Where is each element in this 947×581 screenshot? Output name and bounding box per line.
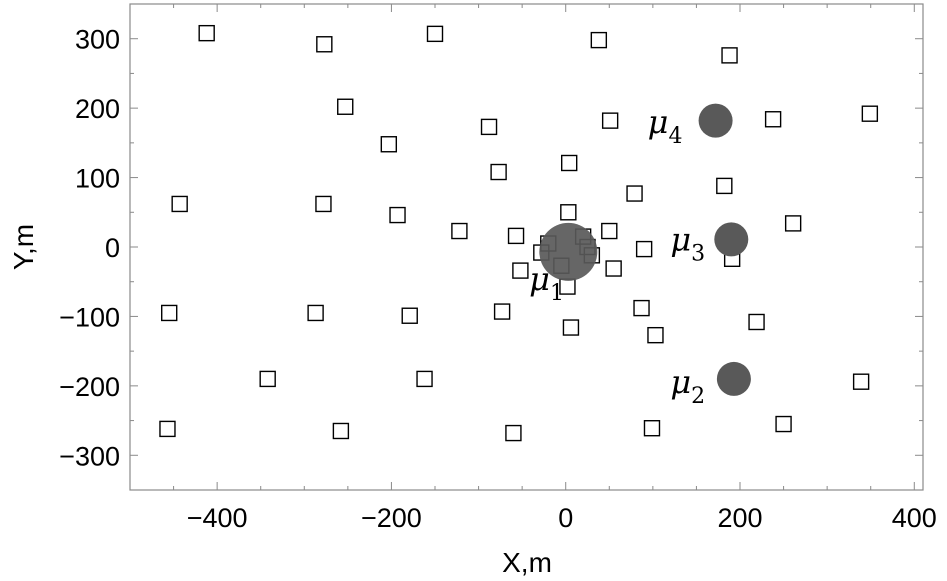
sensor-square-marker <box>647 326 664 344</box>
y-tick-label: −100 <box>59 302 120 332</box>
sensor-square-marker <box>493 303 511 320</box>
centroid-circle-marker <box>698 103 733 138</box>
y-tick-label: 300 <box>75 25 120 55</box>
sensor-square-marker <box>490 163 507 181</box>
sensor-square-marker <box>601 222 618 240</box>
sensor-square-marker <box>633 299 650 317</box>
x-tick-label: 0 <box>558 503 573 533</box>
sensor-square-marker <box>426 25 444 43</box>
centroid-label: μ3 <box>670 220 705 266</box>
sensor-square-marker <box>161 304 178 322</box>
sensor-square-marker <box>601 112 619 129</box>
sensor-square-marker <box>775 415 792 433</box>
centroid-circle-marker <box>714 222 749 257</box>
sensor-square-marker <box>748 313 765 331</box>
y-tick-label: −300 <box>59 441 120 471</box>
sensor-square-marker <box>764 111 782 128</box>
sensor-square-marker <box>159 420 176 438</box>
sensor-square-marker <box>562 319 580 336</box>
sensor-square-marker <box>198 24 215 42</box>
axis-ticks <box>129 3 923 491</box>
sensor-square-marker <box>721 47 738 64</box>
sensor-square-marker <box>307 304 324 322</box>
data-points <box>159 24 879 442</box>
sensor-square-marker <box>861 105 879 122</box>
centroid-label: μ4 <box>648 103 683 149</box>
centroid-label: μ1 <box>529 260 564 306</box>
sensor-square-marker <box>635 240 653 258</box>
sensor-square-marker <box>389 206 406 224</box>
sensor-square-marker <box>605 260 622 277</box>
plot-frame <box>129 3 924 491</box>
sensor-square-marker <box>590 31 608 49</box>
sensor-square-marker <box>852 373 870 390</box>
centroid-labels: μ1 μ2 μ3 μ4 <box>529 103 705 409</box>
sensor-square-marker <box>626 185 643 202</box>
centroid-label: μ2 <box>670 363 705 409</box>
sensor-square-marker <box>316 36 333 53</box>
sensor-square-marker <box>416 370 433 388</box>
sensor-square-marker <box>380 136 398 153</box>
sensor-square-marker <box>259 370 276 388</box>
y-tick-label: 100 <box>75 164 120 194</box>
sensor-square-marker <box>401 307 418 324</box>
sensor-square-marker <box>560 204 577 221</box>
sensor-square-marker <box>480 118 498 136</box>
sensor-square-marker <box>337 98 354 115</box>
centroid-circle-marker <box>716 361 751 396</box>
centroid-circle-marker <box>539 222 598 281</box>
x-tick-label: −200 <box>361 503 422 533</box>
sensor-square-marker <box>332 422 350 440</box>
sensor-square-marker <box>784 215 802 232</box>
y-tick-label: 200 <box>75 94 120 124</box>
sensor-square-marker <box>561 154 578 172</box>
sensor-square-marker <box>716 177 733 195</box>
y-tick-label: −200 <box>59 372 120 402</box>
sensor-square-marker <box>507 227 525 245</box>
sensor-square-marker <box>451 222 468 240</box>
y-tick-labels: −300 −200 −100 0 100 200 300 <box>59 25 120 472</box>
x-tick-label: 200 <box>717 503 762 533</box>
sensor-square-marker <box>171 195 188 213</box>
sensor-square-marker <box>643 420 661 437</box>
x-tick-label: −400 <box>187 503 248 533</box>
sensor-square-marker <box>512 262 529 279</box>
x-axis-title: X,m <box>502 547 552 578</box>
y-axis-title: Y,m <box>8 224 39 270</box>
sensor-square-marker <box>315 195 332 213</box>
y-tick-label: 0 <box>105 233 120 263</box>
x-tick-labels: −400 −200 0 200 400 <box>187 503 937 533</box>
sensor-square-marker <box>505 424 522 442</box>
x-tick-label: 400 <box>892 503 937 533</box>
